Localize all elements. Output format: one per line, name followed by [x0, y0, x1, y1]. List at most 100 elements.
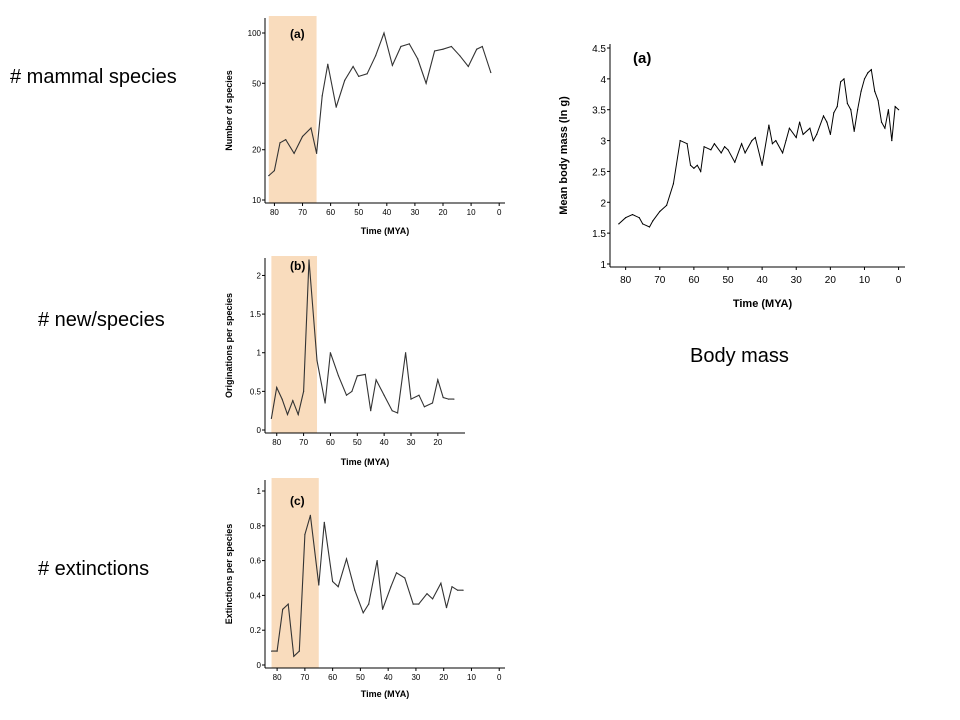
- x-tick-label: 80: [270, 208, 279, 217]
- y-tick-label: 1.5: [250, 310, 262, 319]
- x-tick-label: 40: [382, 208, 391, 217]
- data-point: [410, 398, 412, 400]
- data-point: [880, 121, 883, 123]
- data-point: [337, 586, 339, 588]
- y-axis-title: Number of species: [224, 70, 234, 151]
- data-point: [788, 127, 791, 129]
- data-point: [418, 394, 420, 396]
- x-tick-label: 70: [654, 275, 666, 286]
- data-point: [689, 164, 692, 166]
- data-point: [344, 79, 346, 81]
- data-point: [440, 582, 442, 584]
- x-tick-label: 30: [411, 673, 420, 682]
- x-tick-label: 0: [497, 673, 502, 682]
- y-tick-label: 1.5: [592, 229, 606, 240]
- data-point: [741, 143, 743, 145]
- data-point: [337, 375, 340, 377]
- data-point: [720, 152, 722, 154]
- data-point: [476, 48, 478, 50]
- data-point: [445, 607, 448, 609]
- extinction-period-highlight: [268, 16, 317, 203]
- y-tick-label: 0.2: [250, 626, 262, 635]
- data-point: [843, 78, 845, 80]
- x-tick-label: 50: [354, 208, 363, 217]
- x-tick-label: 30: [410, 208, 419, 217]
- data-point: [652, 220, 654, 222]
- x-axis-title: Time (MYA): [361, 226, 410, 236]
- data-point: [426, 593, 428, 595]
- data-point: [356, 375, 358, 377]
- data-point: [287, 603, 289, 605]
- body_mass-series-line: [618, 68, 899, 228]
- data-point: [829, 133, 832, 135]
- data-point: [391, 410, 393, 412]
- data-point: [863, 78, 866, 80]
- originations-series-line: [270, 259, 454, 419]
- data-point: [768, 124, 770, 126]
- data-point: [710, 149, 712, 151]
- x-tick-label: 60: [326, 438, 335, 447]
- data-point: [659, 210, 661, 213]
- data-point: [268, 175, 270, 177]
- y-tick-label: 0.5: [250, 387, 262, 396]
- data-point: [894, 106, 896, 108]
- data-point: [631, 214, 634, 216]
- y-tick-label: 1: [600, 260, 606, 271]
- y-tick-label: 10: [252, 196, 261, 205]
- originations-chart: 2 1.5 1 0.5 0 80 70 60 50 40 30 20 Time (MYA) Origina…: [224, 256, 465, 467]
- y-tick-label: 20: [252, 146, 261, 155]
- data-point: [408, 43, 410, 45]
- data-point: [324, 402, 326, 404]
- data-point: [751, 140, 753, 142]
- data-point: [412, 603, 414, 605]
- data-point: [418, 603, 420, 605]
- data-point: [884, 127, 886, 129]
- panel-label: (c): [290, 494, 305, 508]
- y-tick-label: 0.8: [250, 522, 262, 531]
- data-point: [850, 109, 852, 111]
- data-point: [771, 143, 774, 145]
- data-point: [867, 72, 869, 74]
- y-tick-label: 4: [600, 75, 606, 86]
- y-axis-title: Mean body mass (ln g): [558, 96, 570, 215]
- data-point: [391, 64, 393, 66]
- originations-row-label: # new/species: [38, 309, 165, 331]
- x-tick-label: 60: [328, 673, 337, 682]
- panel-label: (a): [633, 50, 651, 67]
- data-point: [754, 136, 756, 139]
- data-point: [451, 586, 453, 588]
- x-tick-label: 60: [326, 208, 335, 217]
- x-tick-label: 50: [353, 438, 362, 447]
- data-point: [734, 161, 736, 163]
- species-series-line: [268, 31, 492, 177]
- data-point: [351, 390, 353, 392]
- y-tick-label: 2: [600, 198, 606, 209]
- data-point: [303, 390, 305, 392]
- data-point: [727, 149, 729, 151]
- panel-label: (a): [290, 27, 305, 41]
- data-point: [276, 386, 278, 389]
- body-mass-label: Body mass: [690, 345, 789, 367]
- data-point: [400, 45, 402, 48]
- x-tick-label: 80: [620, 275, 632, 286]
- data-point: [795, 136, 797, 139]
- data-point: [826, 121, 828, 123]
- x-tick-label: 10: [467, 208, 476, 217]
- data-point: [761, 164, 763, 166]
- data-point: [370, 410, 372, 412]
- y-tick-label: 0.6: [250, 557, 262, 566]
- data-point: [405, 352, 407, 354]
- data-point: [618, 223, 620, 225]
- y-tick-label: 0: [257, 426, 262, 435]
- x-tick-label: 30: [791, 275, 803, 286]
- data-point: [321, 95, 323, 97]
- data-point: [293, 152, 295, 154]
- data-point: [383, 394, 385, 396]
- data-point: [642, 223, 644, 225]
- data-point: [279, 142, 281, 144]
- data-point: [323, 521, 325, 523]
- data-point: [775, 140, 777, 142]
- data-point: [304, 533, 306, 536]
- data-point: [434, 50, 436, 52]
- data-point: [857, 109, 859, 111]
